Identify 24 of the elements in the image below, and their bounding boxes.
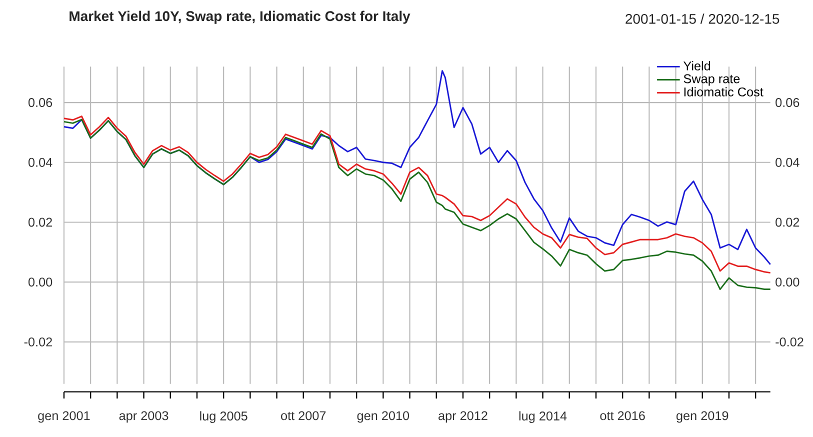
x-tick-label: gen 2019 [676, 411, 728, 423]
y-tick-label: 0.02 [28, 218, 52, 227]
y-tick-label: 0.04 [28, 158, 52, 167]
x-tick-label: ott 2007 [281, 411, 326, 420]
y2-tick-label: 0.04 [776, 158, 800, 167]
y-tick-label: 0.06 [28, 98, 52, 107]
legend-label: Idiomatic Cost [684, 87, 764, 96]
chart-subtitle: 2001-01-15 / 2020-12-15 [626, 14, 780, 24]
x-tick-label: apr 2003 [119, 411, 168, 423]
y2-tick-label: -0.02 [776, 337, 804, 346]
x-tick-label: apr 2012 [438, 411, 488, 423]
y2-tick-label: 0.00 [776, 278, 800, 287]
y2-tick-label: 0.06 [776, 98, 800, 107]
legend-label: Swap rate [684, 74, 740, 86]
x-tick-label: lug 2005 [200, 411, 248, 423]
x-tick-label: ott 2016 [600, 411, 645, 420]
x-tick-label: lug 2014 [519, 411, 567, 423]
chart-title: Market Yield 10Y, Swap rate, Idiomatic Cost for Italy [70, 10, 410, 24]
y2-tick-label: 0.02 [776, 218, 800, 227]
x-tick-label: gen 2001 [38, 411, 90, 423]
x-tick-label: gen 2010 [357, 411, 410, 423]
legend-label: Yield [683, 61, 710, 70]
y-tick-label: -0.02 [24, 337, 52, 346]
y-tick-label: 0.00 [28, 278, 52, 287]
